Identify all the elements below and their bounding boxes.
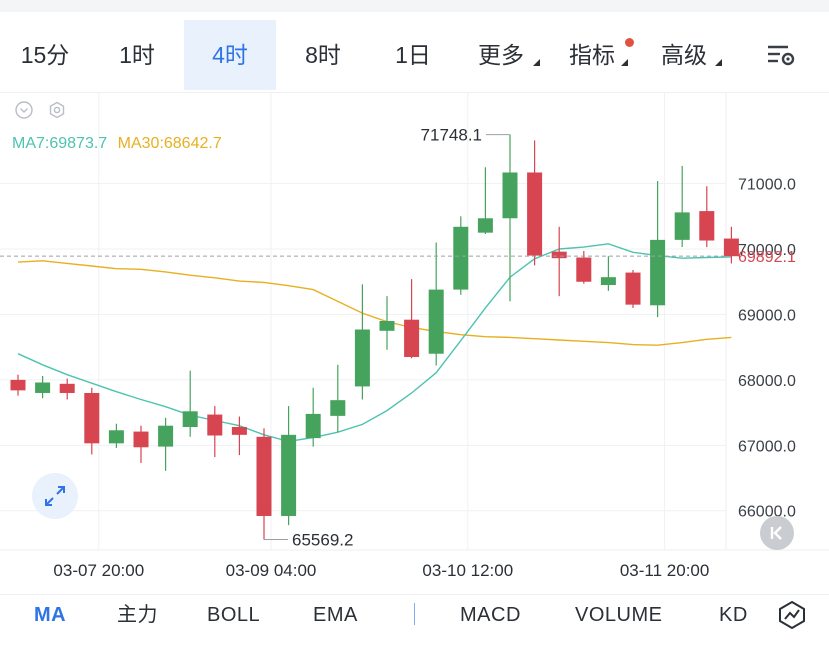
y-tick-label: 70000.0 bbox=[738, 242, 796, 259]
indicator-tab-bar: MA 主力 BOLL EMA MACD VOLUME KD bbox=[0, 594, 829, 647]
tab-timeframe-1d[interactable]: 1日 bbox=[395, 42, 431, 68]
candle-body-down bbox=[723, 238, 739, 257]
ma30-value: MA30:68642.7 bbox=[117, 135, 222, 152]
ma7-layer bbox=[17, 243, 732, 443]
candle-body-up bbox=[182, 411, 198, 427]
tab-timeframe-15m[interactable]: 15分 bbox=[20, 42, 70, 68]
chart-settings-icon[interactable] bbox=[762, 36, 798, 72]
ma30-line bbox=[17, 260, 732, 346]
candle-body-down bbox=[84, 392, 100, 444]
candle-body-down bbox=[699, 211, 715, 241]
drawing-tools-icon[interactable] bbox=[776, 599, 808, 631]
more-timeframes-dropdown[interactable]: 更多 bbox=[464, 20, 540, 90]
candle-body-down bbox=[231, 426, 247, 435]
ma7-value: MA7:69873.7 bbox=[12, 135, 108, 152]
collapse-chevron-icon[interactable] bbox=[15, 101, 33, 119]
kline-chart[interactable]: 71000.0 70000.0 69000.0 68000.0 67000.0 66000… bbox=[0, 92, 829, 592]
tab-divider bbox=[414, 603, 415, 625]
caret-down-icon bbox=[533, 59, 540, 66]
notification-dot bbox=[625, 38, 634, 47]
candle-body-up bbox=[477, 218, 493, 233]
x-tick-label: 03-11 20:00 bbox=[620, 561, 709, 580]
fullscreen-expand-button[interactable] bbox=[32, 473, 78, 519]
y-tick-label: 67000.0 bbox=[738, 438, 796, 455]
candle-body-up bbox=[281, 434, 297, 516]
candle-body-down bbox=[551, 251, 567, 259]
tab-timeframe-8h[interactable]: 8时 bbox=[305, 42, 341, 68]
candle-body-up bbox=[453, 226, 469, 290]
candle-body-up bbox=[600, 277, 616, 286]
scroll-to-latest-button[interactable] bbox=[760, 516, 794, 550]
ma7-line bbox=[17, 243, 732, 443]
tab-indicator-main-force[interactable]: 主力 bbox=[117, 604, 158, 626]
candle-body-up bbox=[674, 212, 690, 240]
top-strip bbox=[0, 0, 829, 12]
candle-body-up bbox=[502, 172, 518, 219]
tab-indicator-boll[interactable]: BOLL bbox=[207, 604, 261, 626]
label-layer: 71000.070000.069000.068000.067000.066000… bbox=[0, 126, 796, 580]
expand-arrows-icon bbox=[45, 486, 65, 506]
candle-body-down bbox=[576, 257, 592, 282]
candle-body-up bbox=[379, 321, 395, 331]
candle-body-down bbox=[133, 431, 149, 448]
x-tick-label: 03-09 04:00 bbox=[226, 561, 317, 580]
y-tick-label: 71000.0 bbox=[738, 177, 796, 194]
indicator-settings-icon[interactable] bbox=[48, 101, 66, 119]
tab-timeframe-4h[interactable]: 4时 bbox=[184, 20, 276, 90]
advanced-label: 高级 bbox=[661, 42, 707, 68]
y-tick-label: 69000.0 bbox=[738, 307, 796, 324]
kline-chart-canvas[interactable]: 71000.070000.069000.068000.067000.066000… bbox=[0, 92, 829, 592]
timeframe-toolbar: 15分 1时 4时 8时 1日 更多 指标 高级 bbox=[0, 20, 829, 92]
y-tick-label: 68000.0 bbox=[738, 373, 796, 390]
candle-body-down bbox=[625, 272, 641, 305]
candle-body-down bbox=[207, 414, 223, 436]
grid-layer bbox=[0, 92, 829, 551]
x-tick-label: 03-10 12:00 bbox=[422, 561, 513, 580]
tab-timeframe-1h[interactable]: 1时 bbox=[119, 42, 155, 68]
candle-body-up bbox=[305, 413, 321, 439]
min-price-label: 65569.2 bbox=[292, 531, 353, 550]
tab-indicator-macd[interactable]: MACD bbox=[460, 604, 521, 626]
indicators-dropdown[interactable]: 指标 bbox=[558, 20, 634, 90]
candle-body-up bbox=[650, 239, 666, 306]
current-price-label: 69892.1 bbox=[738, 249, 796, 266]
ma30-layer bbox=[17, 260, 732, 346]
candle-body-up bbox=[108, 430, 124, 444]
candle-body-down bbox=[59, 383, 75, 393]
candle-body-down bbox=[527, 172, 543, 256]
candle-body-up bbox=[35, 382, 51, 393]
caret-down-icon bbox=[715, 59, 722, 66]
candle-body-up bbox=[354, 329, 370, 387]
candle-body-up bbox=[428, 289, 444, 354]
candle-body-down bbox=[256, 436, 272, 516]
caret-down-icon bbox=[621, 59, 628, 66]
scroll-latest-icon bbox=[770, 526, 782, 540]
x-tick-label: 03-07 20:00 bbox=[53, 561, 144, 580]
max-price-label: 71748.1 bbox=[421, 126, 482, 145]
more-label: 更多 bbox=[478, 42, 524, 68]
candle-layer bbox=[10, 134, 739, 540]
tab-indicator-ma[interactable]: MA bbox=[34, 604, 67, 626]
ma-legend: MA7:69873.7 MA30:68642.7 bbox=[12, 135, 228, 153]
tab-indicator-volume[interactable]: VOLUME bbox=[575, 604, 663, 626]
indicators-label: 指标 bbox=[569, 42, 615, 68]
tab-indicator-kd[interactable]: KD bbox=[719, 604, 747, 626]
tab-indicator-ema[interactable]: EMA bbox=[313, 604, 358, 626]
candle-body-up bbox=[330, 400, 346, 416]
candle-body-down bbox=[10, 379, 26, 391]
candle-body-up bbox=[158, 425, 174, 447]
advanced-dropdown[interactable]: 高级 bbox=[648, 20, 722, 90]
candle-body-down bbox=[404, 319, 420, 357]
